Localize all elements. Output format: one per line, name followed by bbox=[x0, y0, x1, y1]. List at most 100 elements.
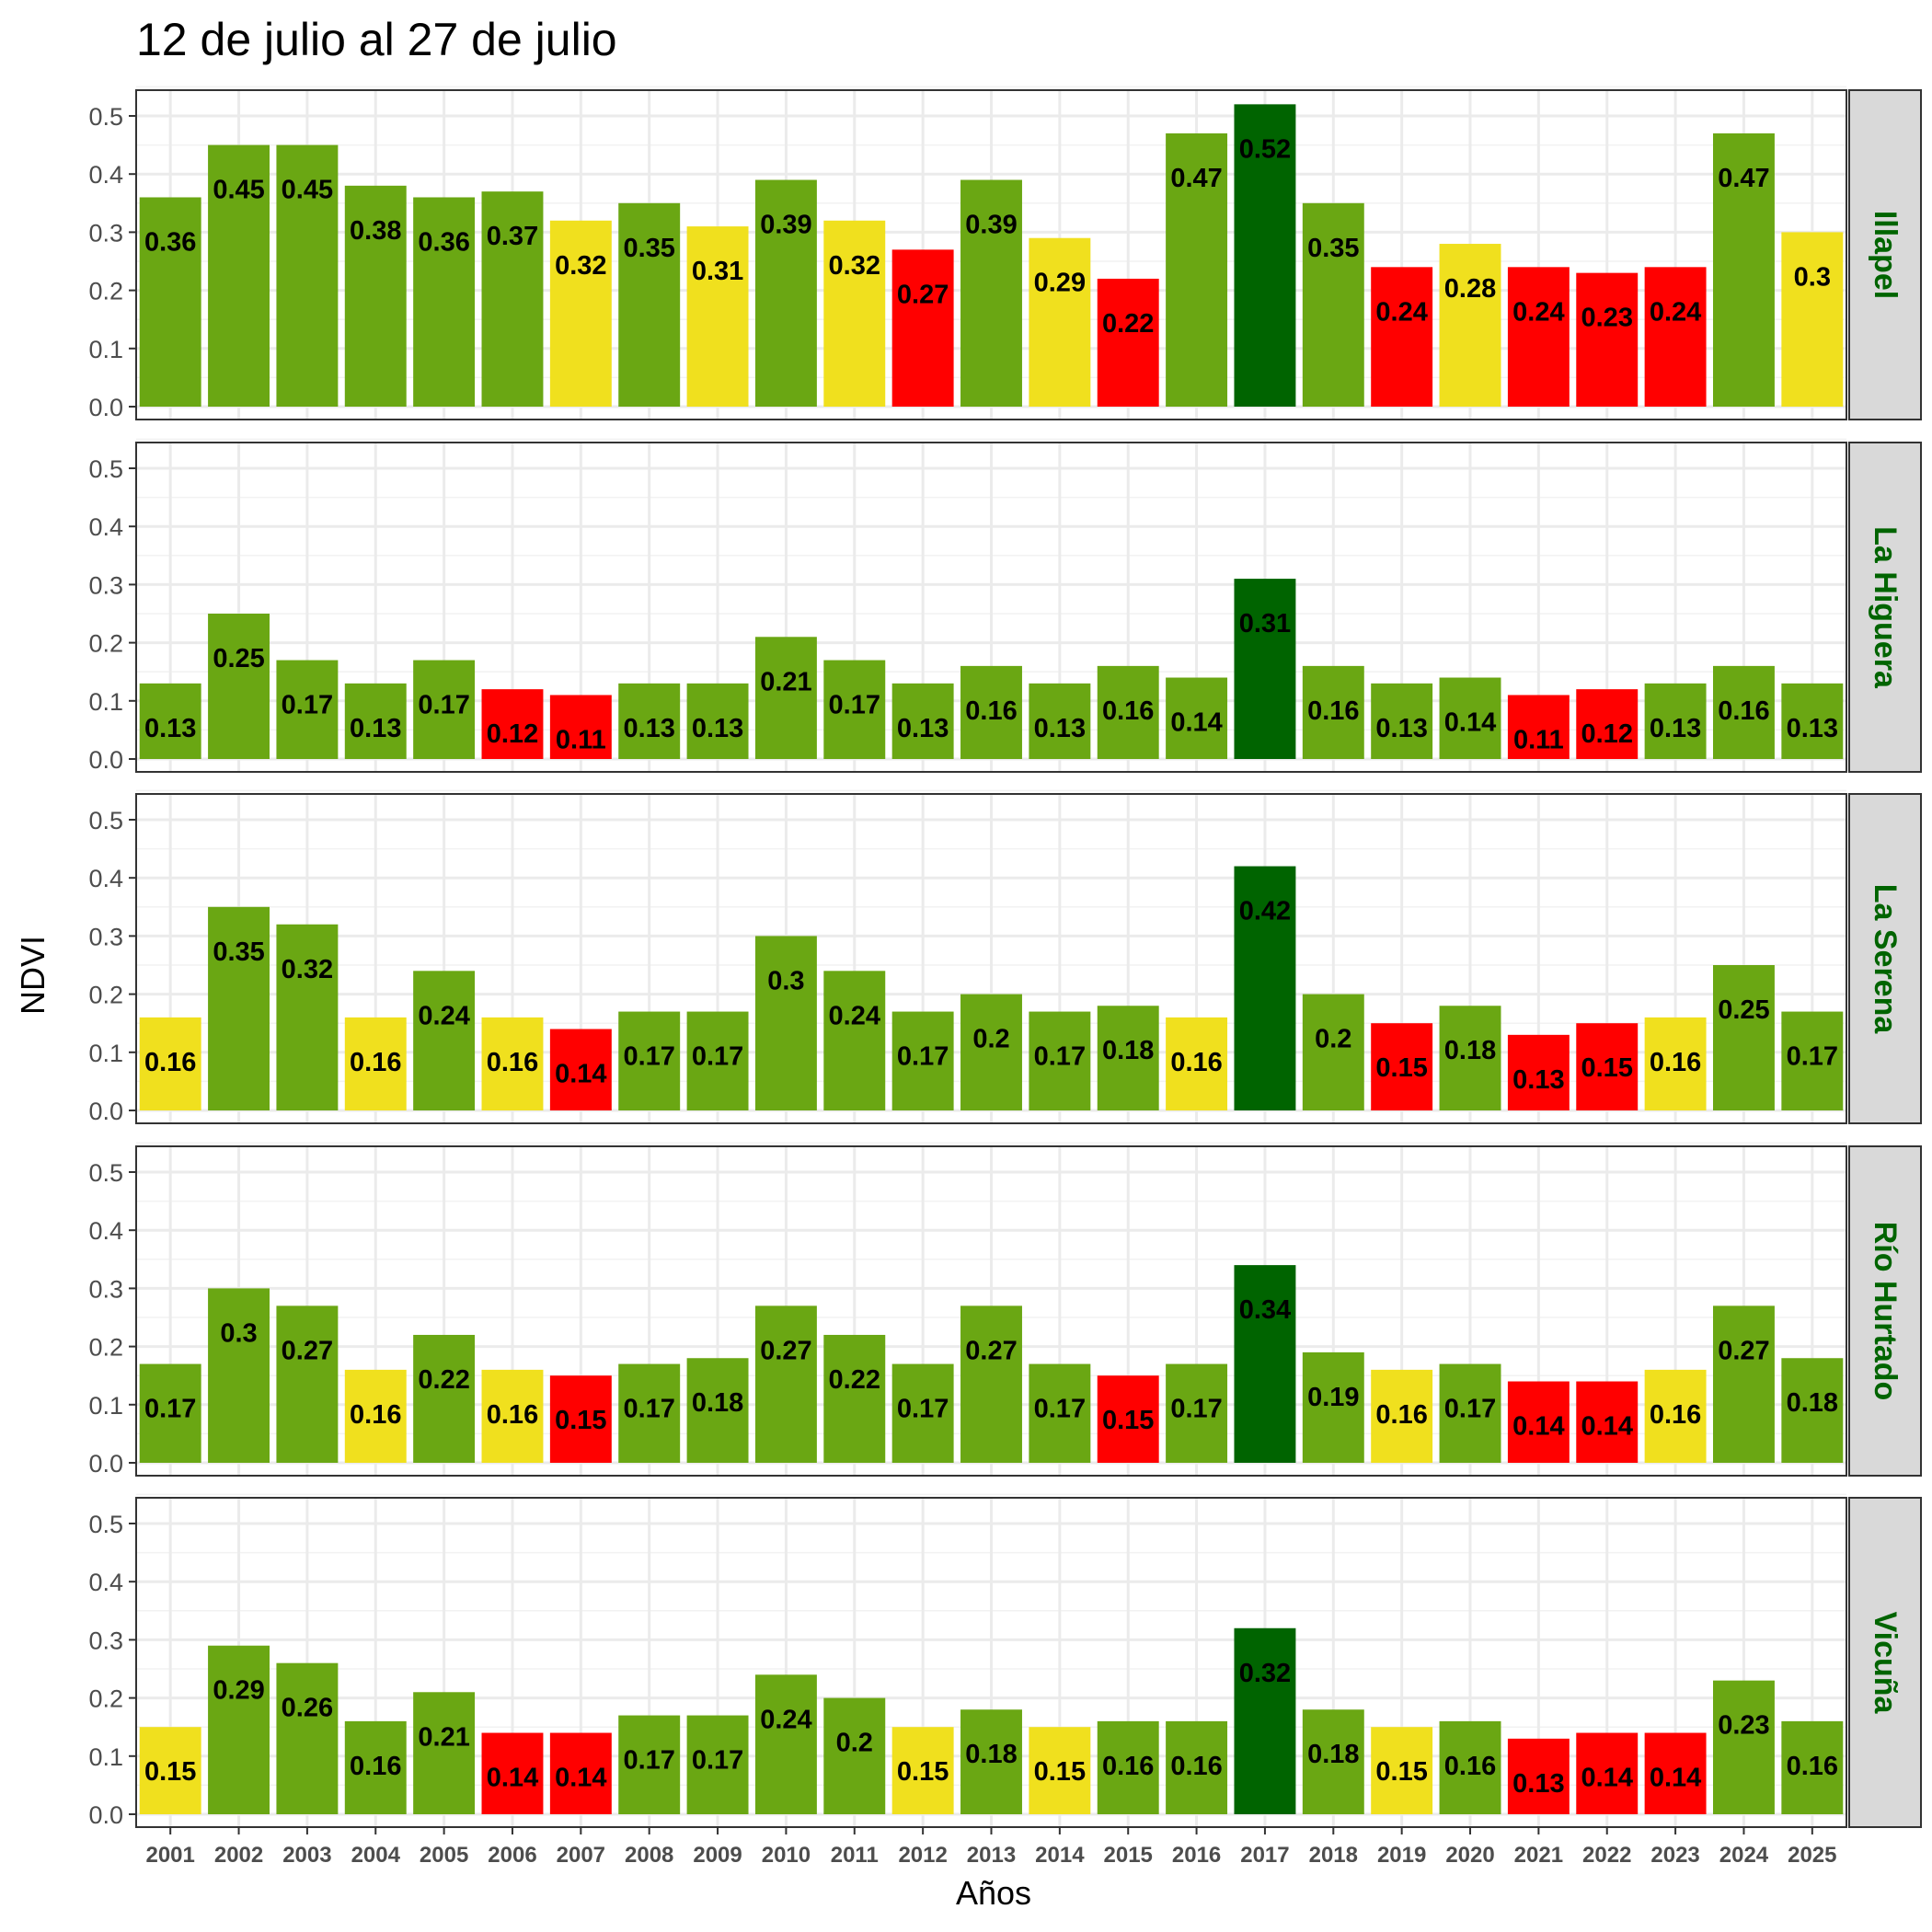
bar bbox=[1781, 232, 1844, 407]
bar bbox=[1507, 1738, 1570, 1814]
bar bbox=[1371, 1369, 1433, 1463]
bar bbox=[276, 660, 339, 759]
bar bbox=[1166, 1720, 1228, 1814]
bar bbox=[1097, 665, 1159, 759]
bar bbox=[208, 1288, 270, 1463]
x-tick-label: 2016 bbox=[1172, 1843, 1221, 1868]
data-label: 0.18 bbox=[1787, 1388, 1838, 1418]
data-label: 0.16 bbox=[1102, 696, 1154, 726]
x-tick-label: 2021 bbox=[1514, 1843, 1563, 1868]
bar bbox=[481, 689, 544, 759]
data-label: 0.15 bbox=[555, 1406, 606, 1435]
data-label: 0.13 bbox=[1650, 714, 1701, 743]
bar bbox=[344, 185, 407, 407]
bar bbox=[960, 1709, 1022, 1814]
data-label: 0.32 bbox=[282, 955, 333, 984]
bar bbox=[1712, 1305, 1775, 1463]
bar bbox=[686, 1011, 749, 1110]
y-tick-label: 0.1 bbox=[88, 1392, 123, 1420]
data-label: 0.25 bbox=[1718, 995, 1769, 1025]
data-label: 0.16 bbox=[1170, 1048, 1222, 1077]
facet-strip-label: Vicuña bbox=[1868, 1612, 1903, 1715]
bar bbox=[1507, 267, 1570, 407]
panel-la-serena: 0.16 0.35 0.32 0.16 0.24 0.16 0.14 0.17 0.17 0.3 0… bbox=[88, 789, 1922, 1125]
data-label: 0.27 bbox=[760, 1336, 811, 1365]
data-label: 0.16 bbox=[350, 1048, 401, 1077]
data-label: 0.18 bbox=[1444, 1036, 1496, 1065]
x-axis: 2001 2002 2003 2004 2005 2006 2007 2008 2009 2010… bbox=[145, 1827, 1837, 1868]
bar bbox=[1507, 1381, 1570, 1463]
x-tick-label: 2006 bbox=[488, 1843, 536, 1868]
data-label: 0.17 bbox=[1787, 1042, 1838, 1072]
bar bbox=[1576, 1381, 1639, 1463]
data-label: 0.39 bbox=[760, 211, 811, 240]
data-label: 0.21 bbox=[760, 667, 811, 696]
bar bbox=[891, 1363, 954, 1463]
bar bbox=[276, 144, 339, 407]
bar bbox=[344, 1720, 407, 1814]
data-label: 0.17 bbox=[144, 1395, 196, 1424]
data-label: 0.17 bbox=[1444, 1395, 1496, 1424]
x-tick-label: 2010 bbox=[762, 1843, 811, 1868]
y-tick-label: 0.3 bbox=[88, 923, 123, 950]
data-label: 0.15 bbox=[1375, 1053, 1427, 1083]
bar bbox=[1781, 1358, 1844, 1463]
data-label: 0.11 bbox=[556, 725, 606, 754]
data-label: 0.17 bbox=[623, 1746, 674, 1776]
x-tick-label: 2003 bbox=[282, 1843, 331, 1868]
bar bbox=[960, 179, 1022, 407]
y-tick-label: 0.3 bbox=[88, 571, 123, 599]
y-tick-label: 0.2 bbox=[88, 982, 123, 1009]
data-label: 0.34 bbox=[1239, 1295, 1291, 1325]
y-tick-label: 0.4 bbox=[88, 1217, 123, 1245]
data-label: 0.29 bbox=[213, 1676, 264, 1706]
bar bbox=[549, 695, 612, 759]
data-label: 0.2 bbox=[1315, 1025, 1351, 1054]
data-label: 0.18 bbox=[692, 1388, 743, 1418]
data-label: 0.13 bbox=[1034, 714, 1086, 743]
bar bbox=[754, 637, 817, 759]
bar bbox=[891, 249, 954, 407]
y-tick-label: 0.1 bbox=[88, 1743, 123, 1771]
facet-strip bbox=[1848, 1497, 1922, 1828]
bar bbox=[344, 683, 407, 759]
bar bbox=[549, 1375, 612, 1463]
data-label: 0.47 bbox=[1170, 164, 1222, 193]
data-label: 0.35 bbox=[1307, 234, 1359, 263]
bar bbox=[413, 197, 476, 407]
data-label: 0.37 bbox=[487, 222, 538, 251]
data-label: 0.32 bbox=[555, 251, 606, 281]
y-tick-label: 0.0 bbox=[88, 394, 123, 421]
data-label: 0.45 bbox=[213, 176, 264, 205]
data-label: 0.38 bbox=[350, 216, 401, 246]
data-label: 0.47 bbox=[1718, 164, 1769, 193]
data-label: 0.13 bbox=[623, 714, 674, 743]
y-tick-label: 0.2 bbox=[88, 1685, 123, 1713]
bar bbox=[1029, 683, 1091, 759]
data-label: 0.35 bbox=[623, 234, 674, 263]
y-tick-label: 0.1 bbox=[88, 1040, 123, 1067]
bar bbox=[1029, 237, 1091, 407]
bar bbox=[1302, 994, 1364, 1110]
bar bbox=[823, 660, 886, 759]
data-label: 0.18 bbox=[965, 1740, 1017, 1769]
data-label: 0.17 bbox=[1170, 1395, 1222, 1424]
bar bbox=[208, 906, 270, 1110]
bar bbox=[686, 1715, 749, 1814]
bar bbox=[413, 971, 476, 1110]
bar bbox=[1644, 683, 1707, 759]
data-label: 0.17 bbox=[692, 1746, 743, 1776]
bar bbox=[891, 1011, 954, 1110]
bar bbox=[1302, 665, 1364, 759]
bar bbox=[1507, 695, 1570, 759]
facet-strip bbox=[1848, 793, 1922, 1124]
bar bbox=[891, 1727, 954, 1814]
bar bbox=[1576, 689, 1639, 759]
y-tick-label: 0.5 bbox=[88, 455, 123, 483]
bar bbox=[1166, 132, 1228, 407]
y-tick-label: 0.3 bbox=[88, 219, 123, 247]
bar bbox=[1576, 1023, 1639, 1110]
bar bbox=[1439, 244, 1501, 407]
data-label: 0.15 bbox=[144, 1757, 196, 1787]
facet-strip-label: La Higuera bbox=[1868, 526, 1903, 689]
